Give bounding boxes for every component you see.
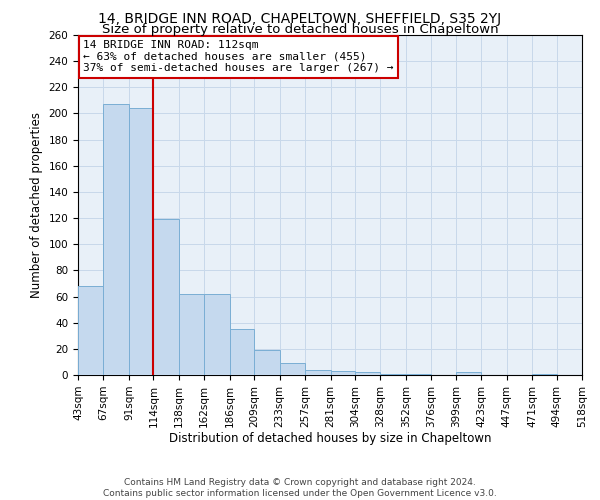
Bar (355, 372, 380, 375)
Text: Contains HM Land Registry data © Crown copyright and database right 2024.
Contai: Contains HM Land Registry data © Crown c… (103, 478, 497, 498)
Text: 14, BRIDGE INN ROAD, CHAPELTOWN, SHEFFIELD, S35 2YJ: 14, BRIDGE INN ROAD, CHAPELTOWN, SHEFFIE… (98, 12, 502, 26)
Bar (406, 374, 431, 375)
Text: Size of property relative to detached houses in Chapeltown: Size of property relative to detached ho… (101, 22, 499, 36)
Bar (230, 329, 254, 375)
Bar (204, 294, 230, 375)
Bar (179, 294, 204, 375)
Bar (254, 350, 280, 375)
Bar (331, 371, 355, 375)
X-axis label: Distribution of detached houses by size in Chapeltown: Distribution of detached houses by size … (169, 432, 491, 446)
Bar (129, 108, 154, 375)
Bar (280, 363, 305, 375)
Y-axis label: Number of detached properties: Number of detached properties (30, 112, 43, 298)
Bar (456, 372, 481, 375)
Bar (380, 374, 406, 375)
Bar (154, 220, 179, 375)
Bar (103, 104, 129, 375)
Text: 14 BRIDGE INN ROAD: 112sqm
← 63% of detached houses are smaller (455)
37% of sem: 14 BRIDGE INN ROAD: 112sqm ← 63% of deta… (83, 40, 394, 74)
Bar (78, 286, 103, 375)
Bar (305, 370, 331, 375)
Bar (532, 374, 557, 375)
